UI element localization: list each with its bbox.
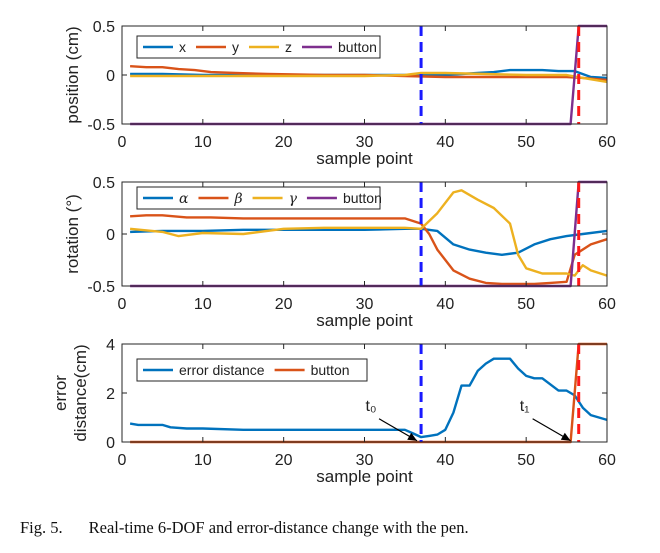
legend-label: z — [285, 39, 292, 55]
x-tick-label: 20 — [275, 134, 293, 151]
x-tick-label: 10 — [194, 296, 212, 313]
x-tick-label: 40 — [436, 296, 454, 313]
x-tick-label: 10 — [194, 452, 212, 469]
x-tick-label: 40 — [436, 134, 454, 151]
figure-caption: Fig. 5. Real-time 6-DOF and error-distanc… — [20, 518, 650, 538]
y-tick-label: 4 — [106, 337, 115, 354]
legend-label: button — [343, 190, 382, 206]
y-tick-label: 0.5 — [93, 19, 115, 36]
x-tick-label: 60 — [598, 296, 616, 313]
legend-label: button — [311, 362, 350, 378]
x-tick-label: 30 — [356, 452, 374, 469]
x-axis-label: sample point — [316, 149, 413, 168]
x-tick-label: 0 — [118, 134, 127, 151]
annotation-label: t₁ — [520, 398, 530, 415]
x-tick-label: 50 — [517, 296, 535, 313]
y-axis-label-line: error — [51, 375, 70, 411]
annotation-label: t₀ — [365, 398, 376, 415]
x-tick-label: 20 — [275, 296, 293, 313]
series-line-2 — [130, 65, 608, 82]
legend-label: error distance — [179, 362, 265, 378]
x-tick-label: 40 — [436, 452, 454, 469]
legend-label: α — [179, 191, 189, 207]
x-tick-label: 50 — [517, 452, 535, 469]
y-tick-label: 0 — [106, 227, 115, 244]
y-tick-label: 0 — [106, 68, 115, 85]
annotation-arrow-head — [560, 432, 571, 441]
y-tick-label: -0.5 — [87, 279, 115, 296]
y-axis-label: rotation (°) — [63, 194, 82, 274]
series-line-1 — [130, 227, 608, 257]
x-axis-label: sample point — [316, 311, 413, 330]
series-line-2 — [130, 214, 608, 286]
x-tick-label: 30 — [356, 134, 374, 151]
legend-box — [136, 358, 368, 382]
y-tick-label: -0.5 — [87, 117, 115, 134]
y-tick-label: 2 — [106, 386, 115, 403]
series-line-3 — [129, 189, 608, 277]
caption-text: Real-time 6-DOF and error-distance chang… — [88, 518, 469, 537]
y-tick-label: 0.5 — [93, 175, 115, 192]
x-tick-label: 20 — [275, 452, 293, 469]
y-tick-label: 0 — [106, 435, 115, 452]
legend-label: γ — [289, 191, 298, 207]
y-axis-label-line: distance(cm) — [71, 344, 90, 441]
series-line-3 — [130, 71, 608, 84]
chart-panel-3: 0 10 20 30 40 50 60 0 2 4 sample point errordistanc… — [51, 337, 616, 486]
x-tick-label: 50 — [517, 134, 535, 151]
legend-label: x — [179, 39, 186, 55]
annotation-arrow-head — [407, 432, 417, 441]
legend-label: y — [232, 39, 239, 55]
x-tick-label: 0 — [118, 452, 127, 469]
x-tick-label: 60 — [598, 134, 616, 151]
x-tick-label: 10 — [194, 134, 212, 151]
x-tick-label: 0 — [118, 296, 127, 313]
legend-label: button — [338, 39, 377, 55]
x-tick-label: 60 — [598, 452, 616, 469]
series-line-1 — [129, 357, 608, 439]
x-axis-label: sample point — [316, 467, 413, 486]
y-axis-label: errordistance(cm) — [51, 344, 90, 441]
caption-label: Fig. 5. — [20, 518, 63, 537]
y-axis-label: position (cm) — [63, 26, 82, 123]
x-tick-label: 30 — [356, 296, 374, 313]
legend-label: β — [233, 191, 242, 207]
